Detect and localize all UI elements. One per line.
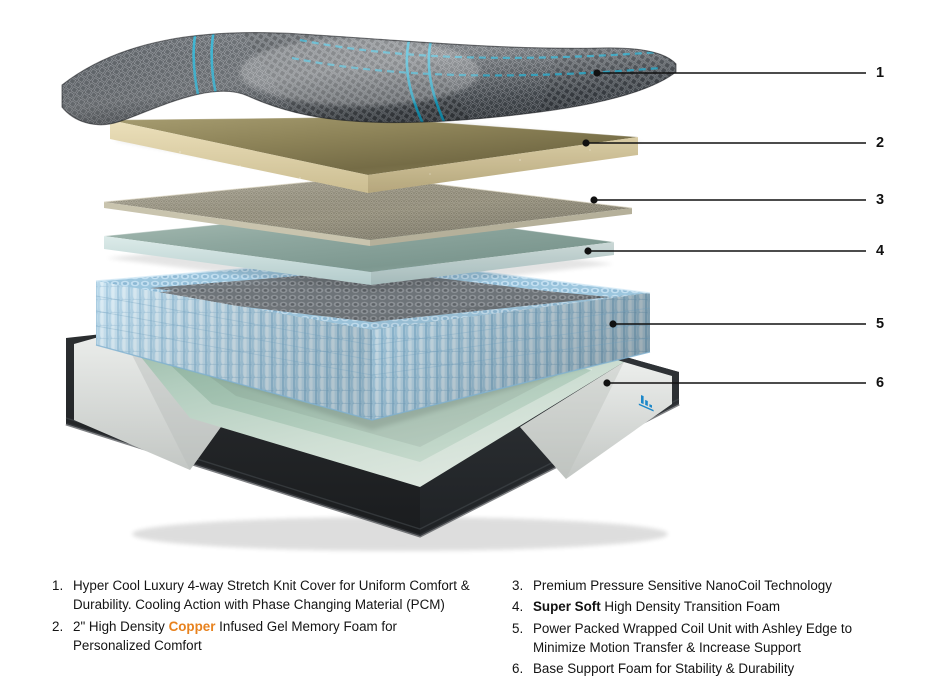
copper-foam-edge-right	[368, 137, 638, 193]
exploded-mattress-illustration	[61, 32, 866, 551]
callout-number-4: 4	[876, 243, 885, 259]
layer-5-wrapped-coil-unit	[95, 257, 651, 430]
leader-lines	[582, 69, 866, 387]
callout-number-6: 6	[876, 375, 885, 391]
legend-text-1: Hyper Cool Luxury 4-way Stretch Knit Cov…	[73, 578, 470, 613]
nanocoil-edge-left	[104, 202, 370, 246]
copper-foam-top	[110, 117, 638, 175]
brand-badge-icon	[638, 395, 654, 412]
legend-item-2: 2. 2" High Density Copper Infused Gel Me…	[52, 617, 492, 656]
legend-text-2: 2" High Density Copper Infused Gel Memor…	[73, 618, 398, 653]
transition-foam-edge-left	[104, 236, 371, 285]
leader-line-3	[590, 196, 866, 204]
layer-3-nanocoil	[103, 175, 633, 246]
copper-foam-edge-left	[110, 120, 368, 193]
legend-item-6: 6. Base Support Foam for Stability & Dur…	[512, 659, 922, 678]
legend-item-3: 3. Premium Pressure Sensitive NanoCoil T…	[512, 576, 922, 595]
base-corner-panel-left	[74, 331, 236, 470]
legend-text-3: Premium Pressure Sensitive NanoCoil Tech…	[533, 578, 832, 593]
legend-text-4: Super Soft High Density Transition Foam	[533, 599, 781, 615]
legend-highlight-super-soft: Super Soft	[533, 599, 601, 615]
leader-line-5	[609, 320, 866, 328]
leader-line-4	[584, 247, 866, 255]
legend-index-3: 3.	[512, 578, 524, 593]
legend-index-4: 4.	[512, 599, 524, 615]
legend-highlight-copper: Copper	[168, 618, 216, 634]
leader-line-2	[582, 139, 866, 147]
legend-index-1: 1.	[52, 578, 64, 593]
legend-item-4: 4. Super Soft High Density Transition Fo…	[512, 597, 922, 616]
legend-index-6: 6.	[512, 661, 524, 677]
legend-item-5: 5. Power Packed Wrapped Coil Unit with A…	[512, 619, 922, 658]
leader-line-1	[593, 69, 866, 77]
callout-number-3: 3	[876, 192, 885, 208]
legend-index-2: 2.	[52, 618, 64, 634]
legend-column-left: 1. Hyper Cool Luxury 4-way Stretch Knit …	[52, 576, 492, 657]
legend-column-right: 3. Premium Pressure Sensitive NanoCoil T…	[512, 576, 922, 680]
layer-2-copper-gel-memory-foam	[109, 114, 644, 193]
callout-number-1: 1	[876, 65, 885, 81]
legend-text-6: Base Support Foam for Stability & Durabi…	[533, 661, 795, 677]
nanocoil-edge-right	[370, 208, 632, 246]
leader-line-6	[603, 379, 866, 387]
legend: 1. Hyper Cool Luxury 4-way Stretch Knit …	[0, 576, 934, 700]
legend-text-5: Power Packed Wrapped Coil Unit with Ashl…	[533, 620, 853, 655]
legend-index-5: 5.	[512, 620, 524, 636]
callout-number-2: 2	[876, 135, 885, 151]
legend-item-1: 1. Hyper Cool Luxury 4-way Stretch Knit …	[52, 576, 492, 615]
base-corner-panel-right	[520, 362, 672, 479]
transition-foam-edge-right	[371, 242, 614, 285]
callout-number-5: 5	[876, 316, 885, 332]
